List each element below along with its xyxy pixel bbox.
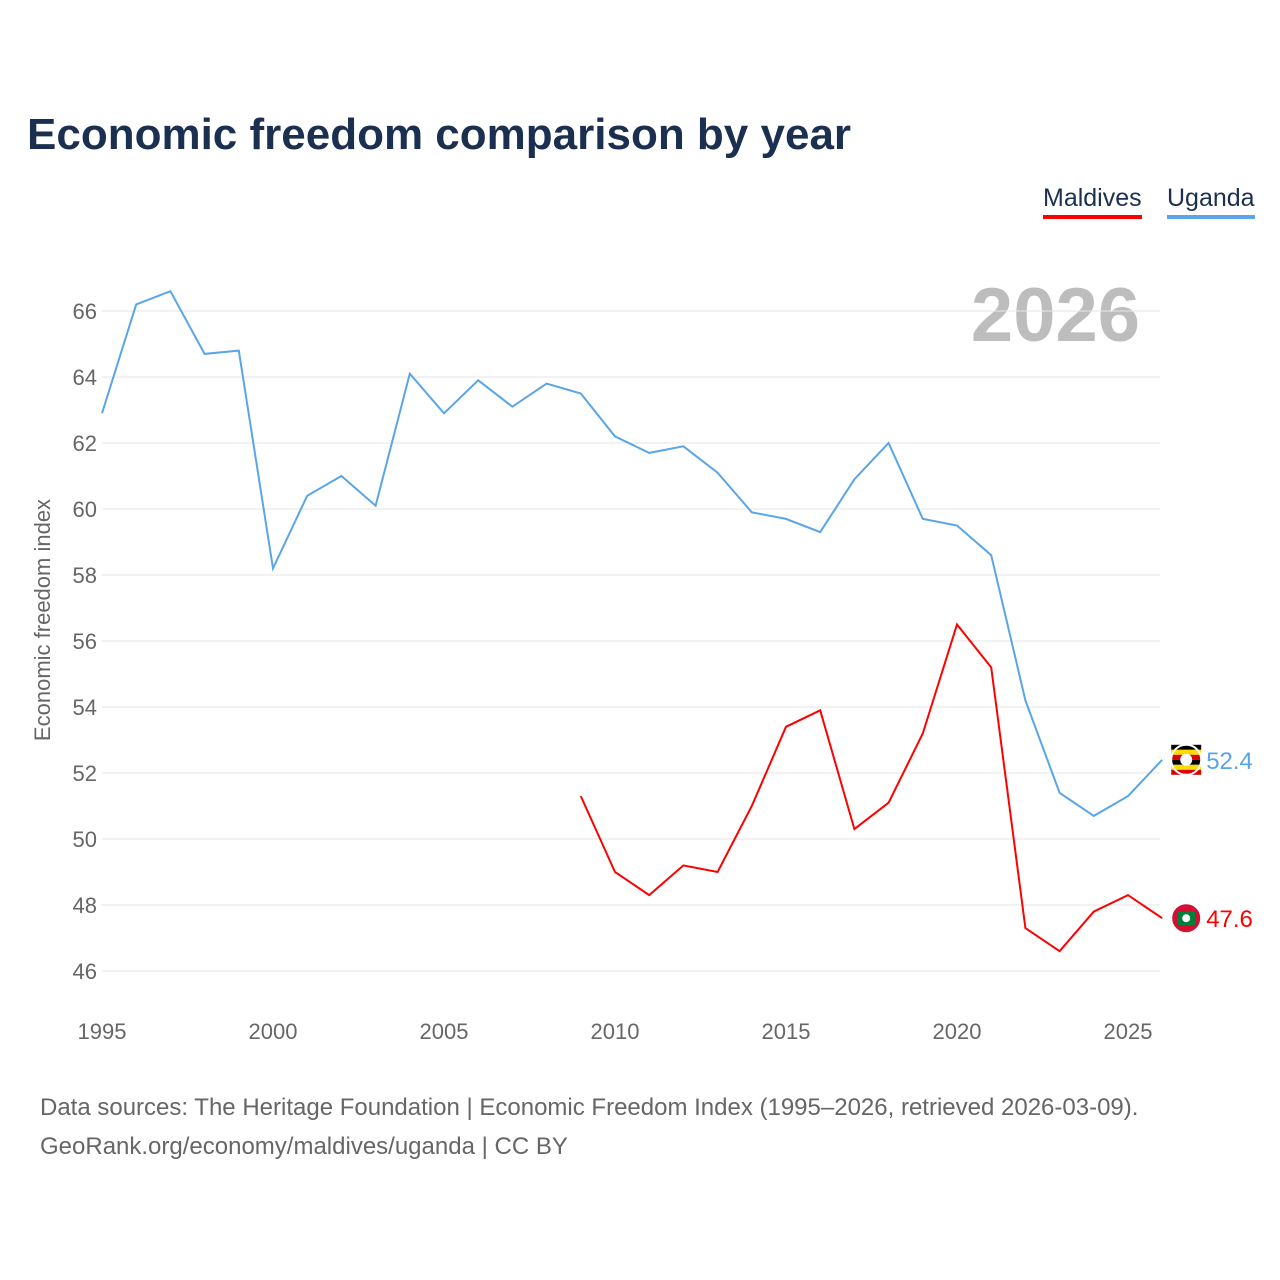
y-tick-label: 60	[73, 497, 97, 522]
y-tick-label: 64	[73, 365, 97, 390]
x-tick-label: 1995	[78, 1019, 127, 1044]
end-value-label: 47.6	[1206, 906, 1253, 933]
flag-stripe	[1171, 769, 1202, 775]
flag-stripe	[1171, 744, 1202, 750]
legend-uganda[interactable]: Uganda	[1167, 184, 1255, 219]
x-tick-label: 2000	[249, 1019, 298, 1044]
end-value-label: 52.4	[1206, 748, 1253, 775]
x-tick-label: 2020	[933, 1019, 982, 1044]
flag-emblem	[1180, 753, 1193, 766]
y-tick-label: 48	[73, 893, 97, 918]
series-line-maldives	[579, 622, 1163, 953]
legend-maldives[interactable]: Maldives	[1043, 184, 1142, 219]
y-tick-label: 62	[73, 431, 97, 456]
y-tick-label: 50	[73, 827, 97, 852]
flag-stripe	[1171, 764, 1202, 770]
y-tick-label: 52	[73, 761, 97, 786]
y-tick-label: 56	[73, 629, 97, 654]
flag-maldives-icon	[1170, 902, 1203, 935]
year-watermark: 2026	[970, 273, 1140, 358]
x-tick-label: 2005	[420, 1019, 469, 1044]
series-line-uganda	[101, 289, 1163, 818]
x-tick-label: 2025	[1104, 1019, 1153, 1044]
flag-stripe	[1171, 749, 1202, 755]
chart-title: Economic freedom comparison by year	[27, 110, 852, 159]
y-tick-label: 66	[73, 299, 97, 324]
source-line: Data sources: The Heritage Foundation | …	[40, 1094, 1139, 1121]
x-tick-label: 2015	[762, 1019, 811, 1044]
y-tick-label: 54	[73, 695, 97, 720]
source-link[interactable]: GeoRank.org/economy/maldives/uganda | CC…	[40, 1133, 568, 1160]
y-tick-label: 46	[73, 959, 97, 984]
x-tick-label: 2010	[591, 1019, 640, 1044]
y-axis-label: Economic freedom index	[30, 499, 55, 741]
flag-uganda-icon	[1170, 743, 1203, 776]
flag-crescent	[1182, 914, 1191, 923]
source-note: Data sources: The Heritage Foundation | …	[40, 1088, 1138, 1166]
y-tick-label: 58	[73, 563, 97, 588]
